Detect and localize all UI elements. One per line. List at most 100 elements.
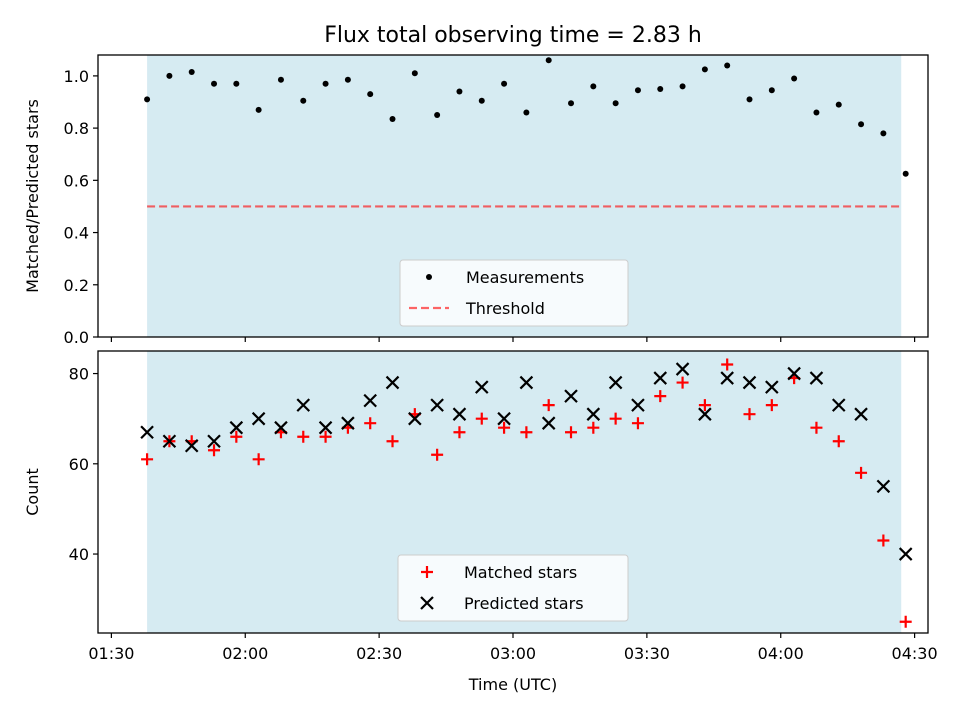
predicted-star-point — [408, 411, 422, 426]
predicted-star-point — [787, 366, 801, 381]
matched-star-point — [230, 430, 243, 443]
matched-star-point — [498, 421, 511, 434]
matched-star-point — [431, 448, 444, 461]
predicted-star-point — [385, 375, 400, 390]
top-panel-ratio: 0.0 0.2 0.4 0.6 0.8 1.0 Matched/Predicted star… — [23, 54, 929, 347]
legend: Measurements Threshold — [399, 259, 629, 327]
matched-star-point — [721, 358, 734, 371]
predicted-star-point — [207, 434, 221, 449]
measurement-point — [568, 100, 575, 107]
measurement-point — [634, 87, 641, 94]
predicted-star-point — [363, 393, 377, 408]
predicted-star-point — [430, 398, 444, 412]
x-tick-label: 03:00 — [490, 644, 536, 663]
measurement-point — [701, 66, 708, 73]
measurement-point — [344, 76, 351, 83]
legend-label: Measurements — [466, 268, 584, 287]
predicted-star-point — [452, 407, 467, 421]
measurement-point — [456, 88, 463, 95]
matched-star-point — [297, 430, 310, 443]
matched-star-point — [520, 426, 533, 439]
bottom-panel-counts: 40 60 80 01:30 02:00 02:30 03:00 03:30 04:00 04:3… — [23, 350, 938, 694]
x-tick-label: 02:30 — [356, 644, 402, 663]
matched-star-point — [698, 399, 711, 412]
matched-star-point — [587, 421, 600, 434]
predicted-star-point — [876, 479, 891, 494]
measurement-point — [233, 80, 240, 87]
matched-star-point — [141, 453, 154, 466]
measurement-point — [322, 80, 329, 87]
measurement-point — [679, 83, 686, 90]
measurement-point — [144, 96, 151, 103]
measurement-point — [545, 57, 552, 64]
legend-marker-measurements — [426, 274, 432, 280]
predicted-star-point — [251, 411, 266, 426]
y-tick-label: 1.0 — [64, 67, 89, 86]
measurement-point — [389, 115, 396, 122]
x-tick-label: 04:00 — [758, 644, 804, 663]
matched-star-point — [676, 376, 689, 389]
predicted-star-point — [653, 371, 668, 385]
x-axis-label: Time (UTC) — [468, 675, 557, 694]
y-tick-label: 0.4 — [64, 224, 89, 243]
y-tick-label: 40 — [69, 545, 89, 564]
measurement-point — [880, 130, 887, 137]
matched-star-point — [743, 408, 756, 421]
predicted-star-point — [809, 371, 824, 385]
predicted-star-point — [519, 375, 534, 390]
x-tick-label: 01:30 — [88, 644, 134, 663]
predicted-star-point — [898, 547, 913, 561]
predicted-star-point — [854, 407, 868, 421]
matched-star-point — [654, 390, 667, 403]
legend-marker-predicted — [420, 596, 434, 610]
measurement-point — [590, 83, 597, 90]
matched-star-point — [810, 421, 823, 434]
predicted-star-point — [341, 416, 355, 430]
legend-label: Predicted stars — [464, 594, 584, 613]
measurement-point — [768, 87, 775, 94]
matched-star-point — [319, 430, 332, 443]
measurement-point — [813, 109, 820, 116]
predicted-star-point — [631, 398, 645, 412]
predicted-star-point — [608, 375, 623, 390]
x-tick-label: 02:00 — [222, 644, 268, 663]
matched-star-point — [453, 426, 466, 439]
predicted-star-point — [541, 416, 556, 430]
measurement-point — [188, 68, 195, 75]
x-tick-label: 04:30 — [892, 644, 938, 663]
legend-box — [399, 259, 629, 327]
y-axis-label: Count — [23, 468, 42, 516]
measurement-point — [835, 101, 842, 108]
predicted-star-point — [698, 407, 712, 421]
measurement-point — [367, 91, 374, 98]
predicted-star-point — [675, 362, 690, 376]
predicted-star-point — [140, 425, 154, 439]
measurement-point — [300, 97, 307, 104]
measurement-point — [166, 72, 173, 79]
matched-star-point — [565, 426, 578, 439]
legend-label: Matched stars — [464, 563, 577, 582]
matched-star-point — [386, 435, 399, 448]
measurement-point — [277, 76, 284, 83]
legend-label: Threshold — [465, 299, 545, 318]
measurement-point — [724, 62, 731, 69]
y-tick-label: 0.8 — [64, 119, 89, 138]
legend-marker-matched — [421, 566, 433, 578]
matched-star-point — [855, 466, 868, 479]
predicted-star-point — [720, 371, 734, 385]
legend: Matched stars Predicted stars — [397, 554, 629, 622]
predicted-star-point — [742, 375, 757, 390]
matched-star-point — [252, 453, 265, 466]
matched-star-point — [542, 399, 555, 412]
matched-star-point — [609, 412, 622, 425]
predicted-star-point — [765, 380, 779, 394]
matched-star-point — [208, 444, 221, 457]
measurement-point — [211, 80, 218, 87]
predicted-star-point — [229, 420, 244, 435]
predicted-star-point — [564, 389, 578, 403]
predicted-star-point — [497, 411, 511, 426]
y-tick-label: 0.6 — [64, 171, 89, 190]
matched-star-point — [877, 534, 890, 547]
measurement-point — [902, 170, 909, 177]
